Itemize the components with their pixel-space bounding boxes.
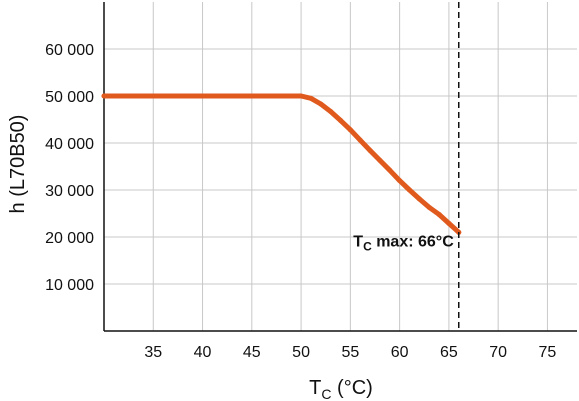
reference-label-main: T <box>353 233 363 250</box>
data-point <box>347 127 353 133</box>
data-point <box>249 93 255 99</box>
x-axis-title-unit: (°C) <box>332 377 373 399</box>
y-tick-label: 10 000 <box>45 277 94 294</box>
data-point <box>308 95 314 101</box>
x-tick-label: 40 <box>194 344 212 361</box>
data-point <box>397 178 403 184</box>
x-axis-title: TC (°C) <box>309 377 373 401</box>
data-point <box>367 148 373 154</box>
data-point <box>318 101 324 107</box>
x-tick-label: 70 <box>489 344 507 361</box>
x-axis-title-sub: C <box>321 386 331 401</box>
series <box>101 93 462 235</box>
data-point <box>101 93 107 99</box>
axes <box>103 2 577 332</box>
y-tick-label: 20 000 <box>45 230 94 247</box>
data-point <box>426 204 432 210</box>
data-point <box>436 211 442 217</box>
data-point <box>298 93 304 99</box>
x-tick-label: 45 <box>243 344 261 361</box>
y-tick-label: 30 000 <box>45 183 94 200</box>
data-point <box>328 109 334 115</box>
reference-label-sub: C <box>363 239 372 253</box>
y-tick-label: 40 000 <box>45 136 94 153</box>
x-tick-label: 60 <box>391 344 409 361</box>
y-tick-label: 50 000 <box>45 89 94 106</box>
y-tick-label: 60 000 <box>45 42 94 59</box>
data-point <box>150 93 156 99</box>
data-point <box>338 117 343 123</box>
x-tick-label: 65 <box>440 344 458 361</box>
data-point <box>446 220 452 226</box>
x-tick-label: 35 <box>144 344 162 361</box>
grid <box>104 2 577 331</box>
data-point <box>406 187 412 193</box>
data-point <box>377 157 383 163</box>
data-point <box>416 196 422 202</box>
data-point <box>387 167 393 173</box>
x-tick-label: 55 <box>341 344 359 361</box>
x-tick-label: 75 <box>539 344 557 361</box>
x-axis-title-main: T <box>309 377 321 399</box>
reference-line-label: TC max: 66°C <box>353 233 454 253</box>
y-axis-title: h (L70B50) <box>7 115 29 214</box>
tick-labels: 35 40 45 50 55 60 65 70 75 10 000 20 000 30 000 40 0… <box>45 42 556 361</box>
data-point <box>357 137 363 143</box>
data-point <box>200 93 206 99</box>
series-line <box>101 93 462 235</box>
reference-label-rest: max: 66°C <box>372 233 454 250</box>
x-tick-label: 50 <box>292 344 310 361</box>
reference-line-group: TC max: 66°C <box>353 2 460 331</box>
